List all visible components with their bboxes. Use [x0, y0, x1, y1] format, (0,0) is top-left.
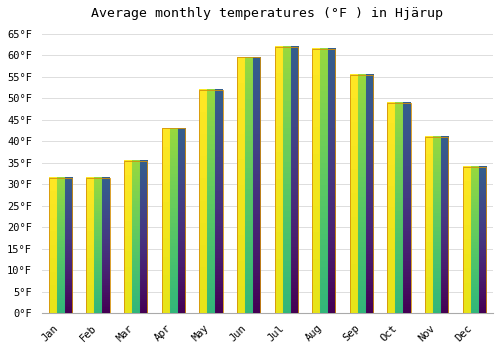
Bar — [312, 49, 336, 313]
Bar — [86, 178, 110, 313]
Bar — [200, 90, 222, 313]
Bar — [350, 75, 373, 313]
Bar — [237, 57, 260, 313]
Bar — [462, 167, 486, 313]
Bar — [162, 128, 185, 313]
Bar — [274, 47, 298, 313]
Bar — [124, 161, 148, 313]
Bar — [425, 137, 448, 313]
Title: Average monthly temperatures (°F ) in Hjärup: Average monthly temperatures (°F ) in Hj… — [92, 7, 444, 20]
Bar — [388, 103, 410, 313]
Bar — [49, 178, 72, 313]
